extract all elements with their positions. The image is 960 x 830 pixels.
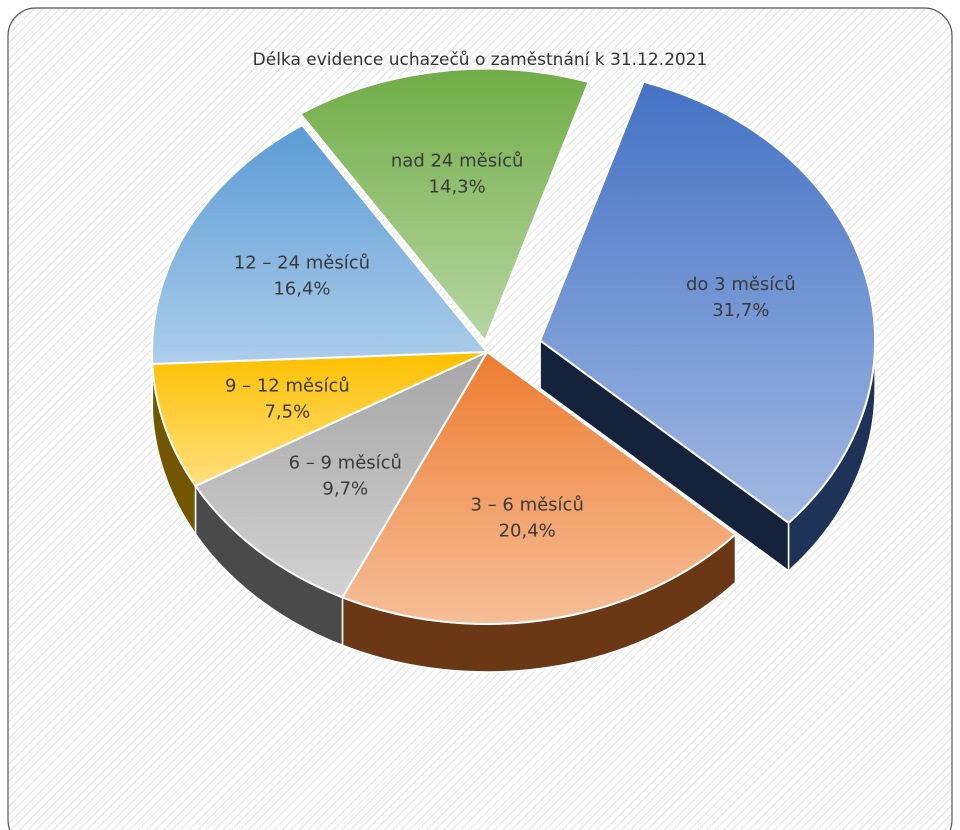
pie-tops bbox=[151, 67, 877, 625]
category-label: do 3 měsíců bbox=[686, 274, 796, 295]
slice bbox=[151, 351, 488, 488]
value-label: 14,3% bbox=[429, 177, 486, 198]
category-label: 3 – 6 měsíců bbox=[471, 494, 584, 515]
value-label: 9,7% bbox=[322, 478, 368, 499]
chart-title: Délka evidence uchazečů o zaměstnání k 3… bbox=[253, 50, 708, 70]
category-label: 9 – 12 měsíců bbox=[225, 376, 350, 397]
value-label: 20,4% bbox=[499, 520, 556, 541]
value-label: 31,7% bbox=[712, 300, 769, 321]
value-label: 7,5% bbox=[264, 402, 310, 423]
slice bbox=[538, 80, 877, 525]
value-label: 16,4% bbox=[273, 278, 330, 299]
slice bbox=[151, 123, 490, 365]
slice bbox=[193, 349, 490, 599]
category-label: 6 – 9 měsíců bbox=[289, 452, 402, 473]
category-label: nad 24 měsíců bbox=[391, 151, 524, 172]
pie-labels: do 3 měsíců 31,7% 3 – 6 měsíců 20,4% 6 – 9 m… bbox=[225, 151, 796, 542]
slice bbox=[341, 350, 738, 625]
slice bbox=[298, 67, 590, 343]
category-label: 12 – 24 měsíců bbox=[234, 252, 370, 273]
